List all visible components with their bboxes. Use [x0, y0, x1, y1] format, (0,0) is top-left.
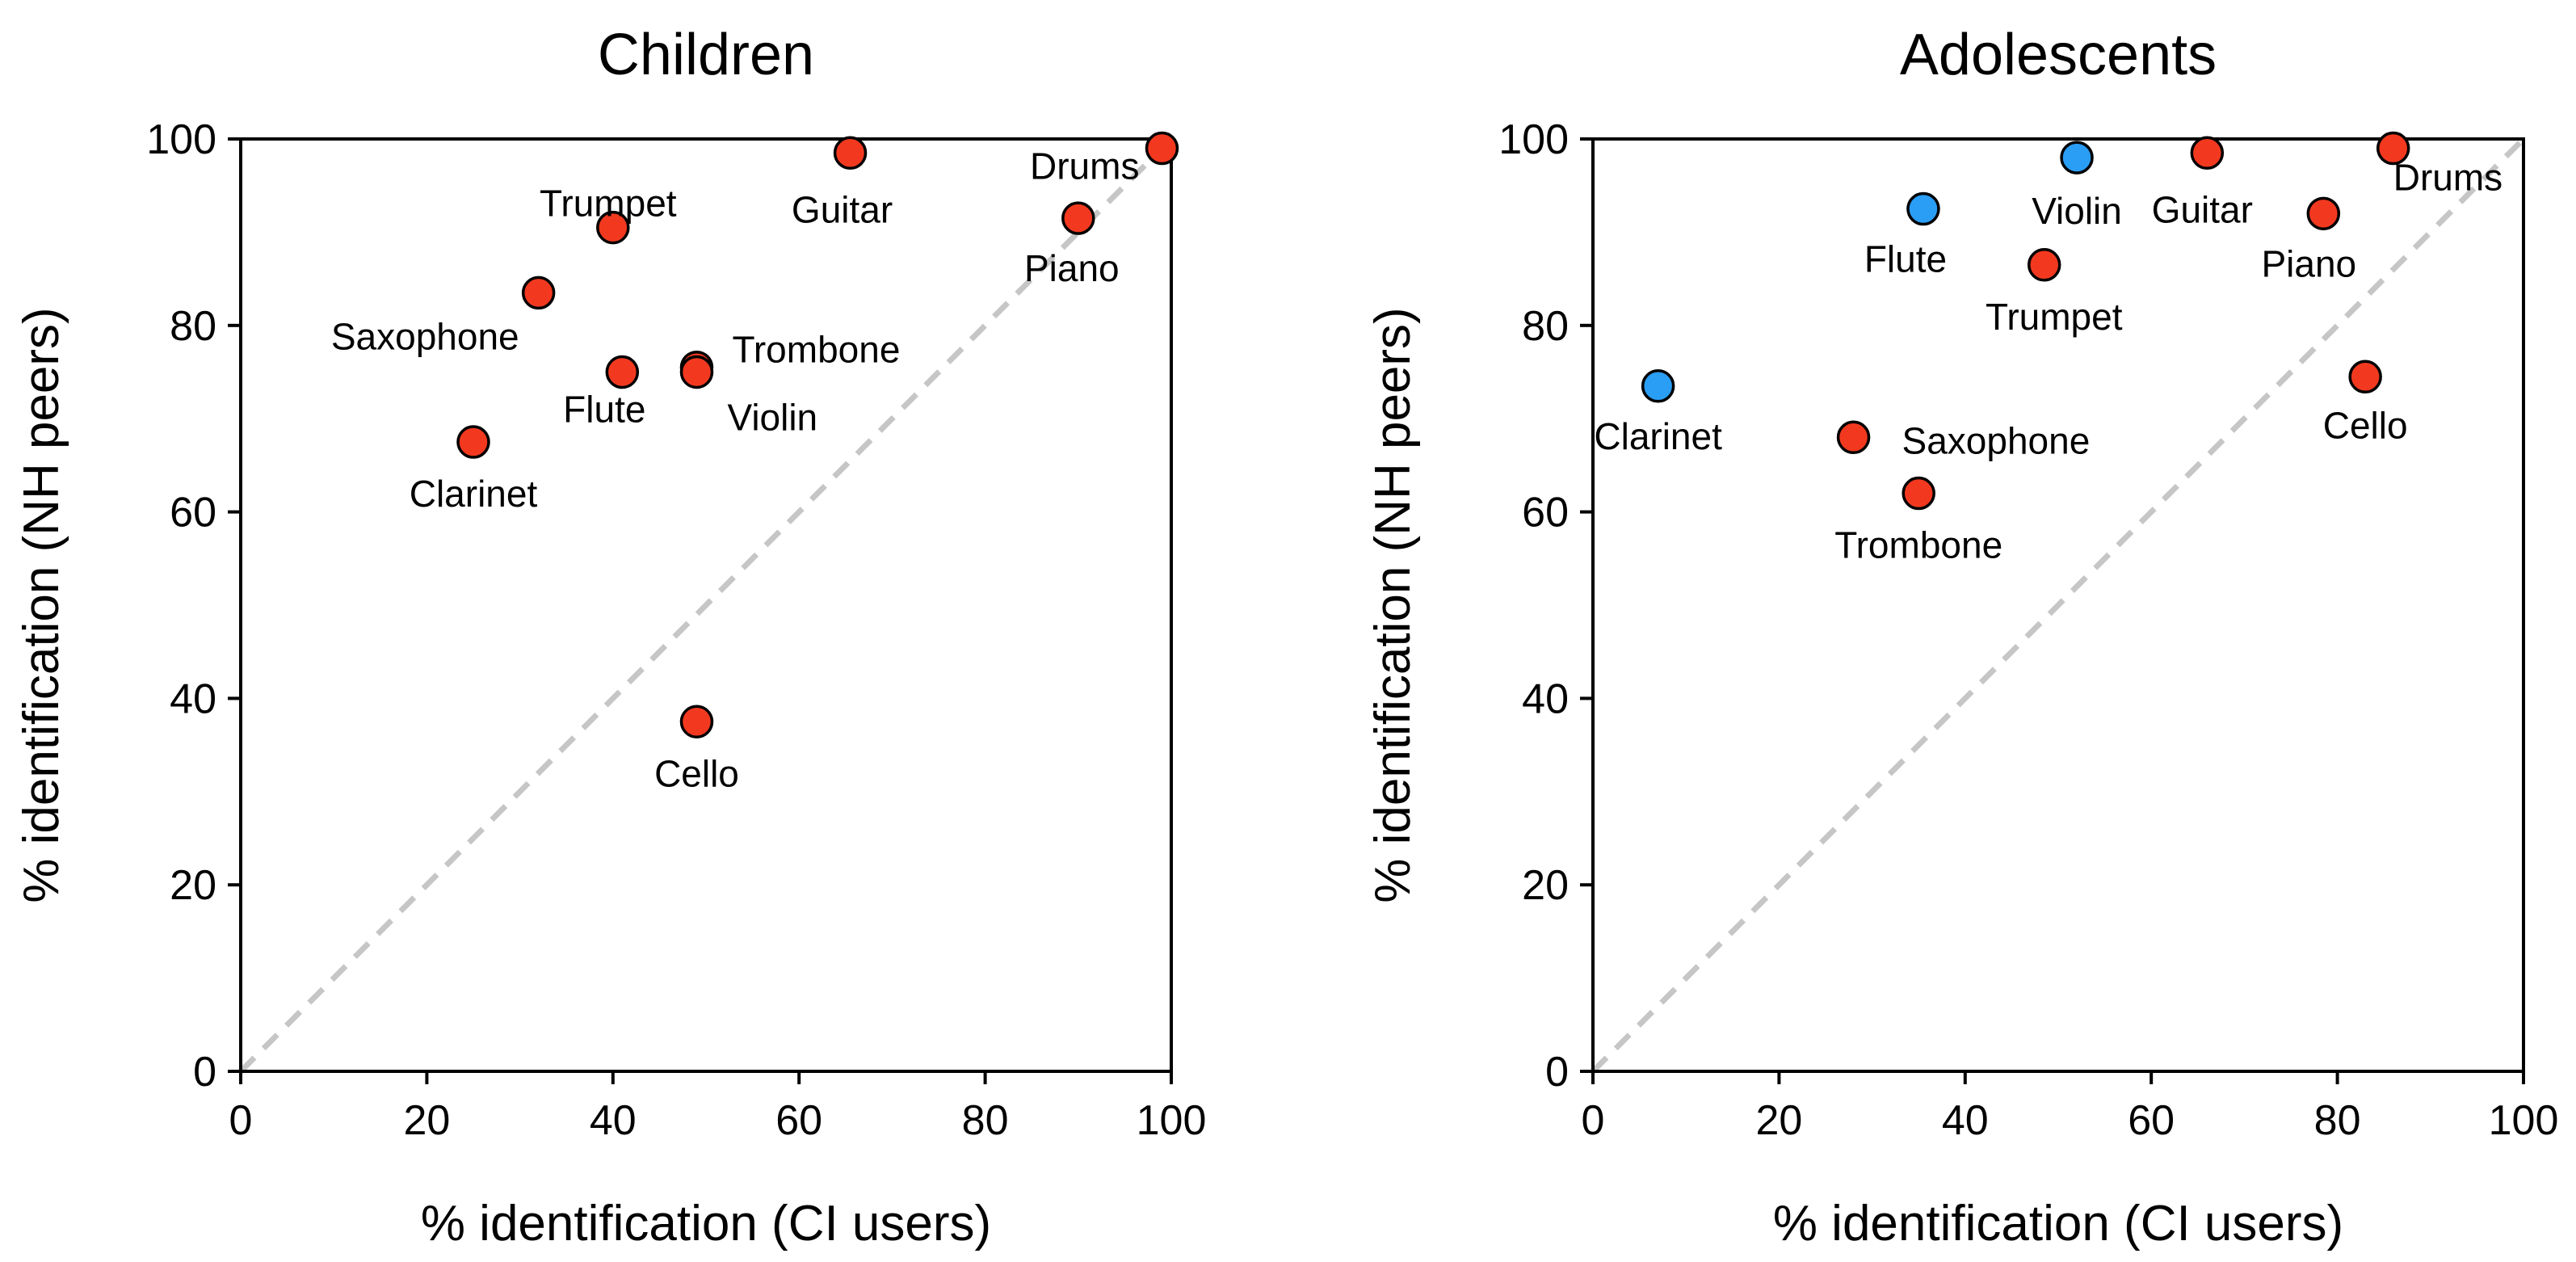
data-point-cello	[679, 705, 714, 738]
identity-reference-line	[1591, 137, 2526, 1074]
point-label-guitar: Guitar	[792, 188, 893, 230]
x-tick-label: 100	[1137, 1097, 1207, 1144]
plot-frame	[239, 137, 1173, 1073]
data-point-flute	[1906, 191, 1940, 226]
x-tick-label: 0	[229, 1097, 253, 1144]
data-point-guitar	[833, 136, 868, 170]
y-tick-label: 0	[193, 1049, 216, 1096]
data-point-cello	[2348, 360, 2382, 394]
point-label-drums: Drums	[1030, 145, 1139, 187]
data-point-piano	[1061, 201, 1095, 235]
y-tick-label: 60	[170, 490, 216, 536]
chart-title: Adolescents	[1900, 23, 2217, 87]
data-point-saxophone	[521, 276, 556, 310]
x-tick-label: 100	[2489, 1097, 2559, 1144]
x-axis-label: % identification (CI users)	[1773, 1196, 2343, 1251]
y-tick-label: 20	[170, 862, 216, 909]
point-label-guitar: Guitar	[2152, 188, 2253, 230]
x-tick-label: 60	[2128, 1097, 2175, 1144]
y-tick-label: 60	[1522, 490, 1569, 536]
point-label-trombone: Trombone	[1834, 524, 2002, 566]
x-tick-label: 0	[1582, 1097, 1605, 1144]
point-label-trumpet: Trumpet	[540, 183, 677, 225]
x-axis-label: % identification (CI users)	[421, 1196, 991, 1251]
point-label-cello: Cello	[2323, 404, 2408, 446]
data-point-drums	[1145, 131, 1179, 166]
point-label-clarinet: Clarinet	[410, 473, 538, 515]
x-tick-label: 60	[775, 1097, 822, 1144]
data-point-clarinet	[456, 425, 490, 459]
chart-adolescents: Adolescents 0 20 40 60 80 100 0 20 40 60 80 100 % ide…	[1365, 23, 2558, 1251]
data-point-clarinet	[1641, 369, 1675, 403]
point-label-piano: Piano	[1024, 247, 1120, 289]
plot-frame	[1591, 137, 2525, 1073]
y-tick-label: 0	[1545, 1049, 1569, 1096]
y-tick-label: 80	[170, 303, 216, 350]
data-point-piano	[2306, 196, 2341, 231]
point-label-clarinet: Clarinet	[1594, 415, 1722, 457]
y-tick-label: 20	[1522, 862, 1569, 909]
y-tick-label: 100	[146, 116, 216, 163]
y-tick-label: 80	[1522, 303, 1569, 350]
x-tick-label: 20	[1755, 1097, 1802, 1144]
point-label-trombone: Trombone	[732, 329, 900, 371]
y-axis-label: % identification (NH peers)	[1365, 307, 1421, 902]
data-point-saxophone	[1836, 420, 1871, 455]
data-point-guitar	[2190, 136, 2225, 170]
chart-title: Children	[598, 23, 814, 87]
point-label-cello: Cello	[654, 752, 739, 794]
point-label-flute: Flute	[563, 389, 645, 431]
y-tick-label: 100	[1498, 116, 1569, 163]
x-tick-label: 80	[962, 1097, 1009, 1144]
x-tick-label: 20	[403, 1097, 450, 1144]
data-point-violin	[679, 355, 714, 389]
data-point-trumpet	[596, 210, 630, 245]
identity-reference-line	[238, 137, 1174, 1074]
point-label-trumpet: Trumpet	[1986, 296, 2123, 338]
chart-children: Children 0 20 40 60 80 100 0 20 40 60 80 100 % identi…	[14, 23, 1206, 1251]
x-tick-label: 40	[1942, 1097, 1989, 1144]
point-label-violin: Violin	[727, 397, 817, 439]
x-tick-label: 80	[2314, 1097, 2361, 1144]
y-axis-label: % identification (NH peers)	[14, 307, 69, 902]
point-label-piano: Piano	[2261, 242, 2356, 284]
data-point-trombone	[1902, 476, 1935, 511]
point-label-drums: Drums	[2393, 157, 2502, 199]
data-point-drums	[2376, 131, 2410, 166]
data-point-violin	[2060, 141, 2094, 175]
y-tick-label: 40	[1522, 675, 1569, 722]
point-label-saxophone: Saxophone	[331, 315, 519, 357]
point-label-flute: Flute	[1864, 238, 1947, 280]
x-tick-label: 40	[590, 1097, 637, 1144]
data-point-trumpet	[2027, 248, 2061, 282]
y-tick-label: 40	[170, 675, 216, 722]
point-label-violin: Violin	[2032, 190, 2122, 232]
data-point-flute	[605, 355, 640, 389]
point-label-saxophone: Saxophone	[1902, 419, 2091, 461]
